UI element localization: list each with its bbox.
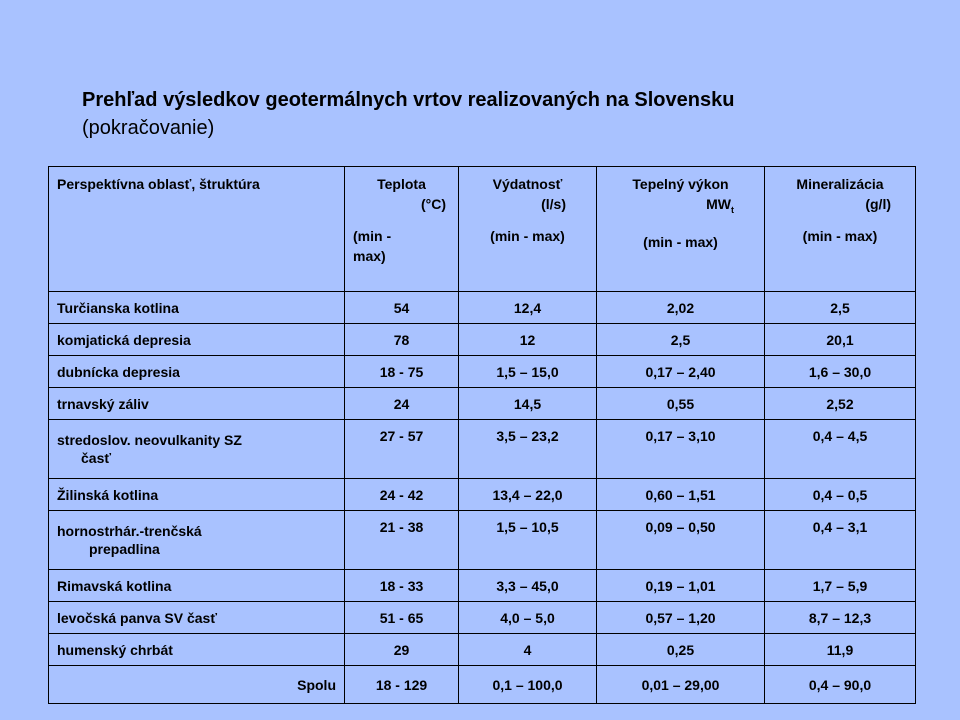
- cell-temperature: 24 - 42: [344, 478, 459, 511]
- title-main: Prehľad výsledkov geotermálnych vrtov re…: [82, 89, 735, 111]
- cell-mineralization: 20,1: [764, 323, 916, 356]
- cell-mineralization: 11,9: [764, 633, 916, 666]
- cell-mineralization: 2,5: [764, 291, 916, 324]
- header-mineralization-range: (min - max): [802, 228, 878, 244]
- cell-temperature: 24: [344, 387, 459, 420]
- header-output-unit: MWt: [706, 196, 734, 215]
- header-yield-label: Výdatnosť: [492, 176, 563, 192]
- cell-area: Žilinská kotlina: [48, 478, 345, 511]
- header-mineralization-label: Mineralizácia: [796, 176, 884, 192]
- table-total-row: Spolu 18 - 129 0,1 – 100,0 0,01 – 29,00 …: [48, 665, 916, 704]
- cell-yield: 12,4: [458, 291, 597, 324]
- cell-thermal-output: 0,19 – 1,01: [596, 569, 765, 602]
- header-output-range: (min - max): [643, 233, 718, 250]
- cell-yield: 4: [458, 633, 597, 666]
- cell-mineralization: 1,6 – 30,0: [764, 355, 916, 388]
- total-temperature: 18 - 129: [344, 665, 459, 704]
- cell-yield: 1,5 – 10,5: [458, 510, 597, 570]
- cell-thermal-output: 0,57 – 1,20: [596, 601, 765, 634]
- cell-thermal-output: 2,5: [596, 323, 765, 356]
- cell-area: humenský chrbát: [48, 633, 345, 666]
- cell-area: Rimavská kotlina: [48, 569, 345, 602]
- header-output-label: Tepelný výkon: [632, 176, 729, 192]
- cell-thermal-output: 0,25: [596, 633, 765, 666]
- header-temperature-unit: (°C): [420, 196, 446, 212]
- table-row: hornostrhár.-trenčská prepadlina 21 - 38…: [48, 510, 916, 570]
- table-row: Rimavská kotlina 18 - 33 3,3 – 45,0 0,19…: [48, 569, 916, 602]
- cell-yield: 1,5 – 15,0: [458, 355, 597, 388]
- cell-area: stredoslov. neovulkanity SZ časť: [48, 419, 345, 479]
- cell-temperature: 21 - 38: [344, 510, 459, 570]
- table-row: Turčianska kotlina 54 12,4 2,02 2,5: [48, 291, 916, 324]
- results-table: Perspektívna oblasť, štruktúra Teplota (…: [48, 166, 916, 704]
- header-thermal-output: Tepelný výkon MWt (min - max): [596, 166, 765, 292]
- cell-area: Turčianska kotlina: [48, 291, 345, 324]
- cell-temperature: 27 - 57: [344, 419, 459, 479]
- total-yield: 0,1 – 100,0: [458, 665, 597, 704]
- cell-yield: 14,5: [458, 387, 597, 420]
- cell-mineralization: 2,52: [764, 387, 916, 420]
- cell-area-line2: časť: [81, 450, 112, 466]
- cell-temperature: 29: [344, 633, 459, 666]
- cell-thermal-output: 0,17 – 3,10: [596, 419, 765, 479]
- cell-mineralization: 0,4 – 3,1: [764, 510, 916, 570]
- table-row: trnavský záliv 24 14,5 0,55 2,52: [48, 387, 916, 420]
- table-row: Žilinská kotlina 24 - 42 13,4 – 22,0 0,6…: [48, 478, 916, 511]
- cell-temperature: 54: [344, 291, 459, 324]
- cell-yield: 4,0 – 5,0: [458, 601, 597, 634]
- header-yield-range: (min - max): [490, 228, 565, 244]
- cell-mineralization: 8,7 – 12,3: [764, 601, 916, 634]
- header-temperature: Teplota (°C) (min - max): [344, 166, 459, 292]
- header-area: Perspektívna oblasť, štruktúra: [48, 166, 345, 292]
- total-mineralization: 0,4 – 90,0: [764, 665, 916, 704]
- slide-title: Prehľad výsledkov geotermálnych vrtov re…: [82, 86, 922, 142]
- cell-yield: 3,3 – 45,0: [458, 569, 597, 602]
- header-mineralization-unit: (g/l): [865, 196, 891, 212]
- cell-thermal-output: 0,55: [596, 387, 765, 420]
- cell-thermal-output: 0,60 – 1,51: [596, 478, 765, 511]
- cell-area-line1: hornostrhár.-trenčská: [57, 523, 202, 539]
- cell-mineralization: 1,7 – 5,9: [764, 569, 916, 602]
- cell-temperature: 51 - 65: [344, 601, 459, 634]
- cell-thermal-output: 0,17 – 2,40: [596, 355, 765, 388]
- cell-area: trnavský záliv: [48, 387, 345, 420]
- header-temperature-label: Teplota: [377, 176, 426, 192]
- total-thermal-output: 0,01 – 29,00: [596, 665, 765, 704]
- table-row: komjatická depresia 78 12 2,5 20,1: [48, 323, 916, 356]
- header-temperature-range: (min - max): [353, 228, 392, 264]
- cell-mineralization: 0,4 – 0,5: [764, 478, 916, 511]
- header-area-label: Perspektívna oblasť, štruktúra: [57, 176, 260, 192]
- cell-temperature: 78: [344, 323, 459, 356]
- cell-temperature: 18 - 75: [344, 355, 459, 388]
- cell-thermal-output: 0,09 – 0,50: [596, 510, 765, 570]
- total-label: Spolu: [48, 665, 345, 704]
- cell-thermal-output: 2,02: [596, 291, 765, 324]
- cell-yield: 3,5 – 23,2: [458, 419, 597, 479]
- table-row: dubnícka depresia 18 - 75 1,5 – 15,0 0,1…: [48, 355, 916, 388]
- header-yield: Výdatnosť (l/s) (min - max): [458, 166, 597, 292]
- header-yield-unit: (l/s): [541, 196, 566, 212]
- cell-area: dubnícka depresia: [48, 355, 345, 388]
- table-header-row: Perspektívna oblasť, štruktúra Teplota (…: [48, 166, 916, 292]
- cell-temperature: 18 - 33: [344, 569, 459, 602]
- table-row: stredoslov. neovulkanity SZ časť 27 - 57…: [48, 419, 916, 479]
- cell-area-line1: stredoslov. neovulkanity SZ: [57, 432, 242, 448]
- cell-area: levočská panva SV časť: [48, 601, 345, 634]
- cell-area: hornostrhár.-trenčská prepadlina: [48, 510, 345, 570]
- cell-yield: 13,4 – 22,0: [458, 478, 597, 511]
- table-row: humenský chrbát 29 4 0,25 11,9: [48, 633, 916, 666]
- cell-yield: 12: [458, 323, 597, 356]
- table-row: levočská panva SV časť 51 - 65 4,0 – 5,0…: [48, 601, 916, 634]
- cell-mineralization: 0,4 – 4,5: [764, 419, 916, 479]
- cell-area: komjatická depresia: [48, 323, 345, 356]
- title-subtitle: (pokračovanie): [82, 117, 215, 139]
- header-mineralization: Mineralizácia (g/l) (min - max): [764, 166, 916, 292]
- cell-area-line2: prepadlina: [89, 541, 160, 557]
